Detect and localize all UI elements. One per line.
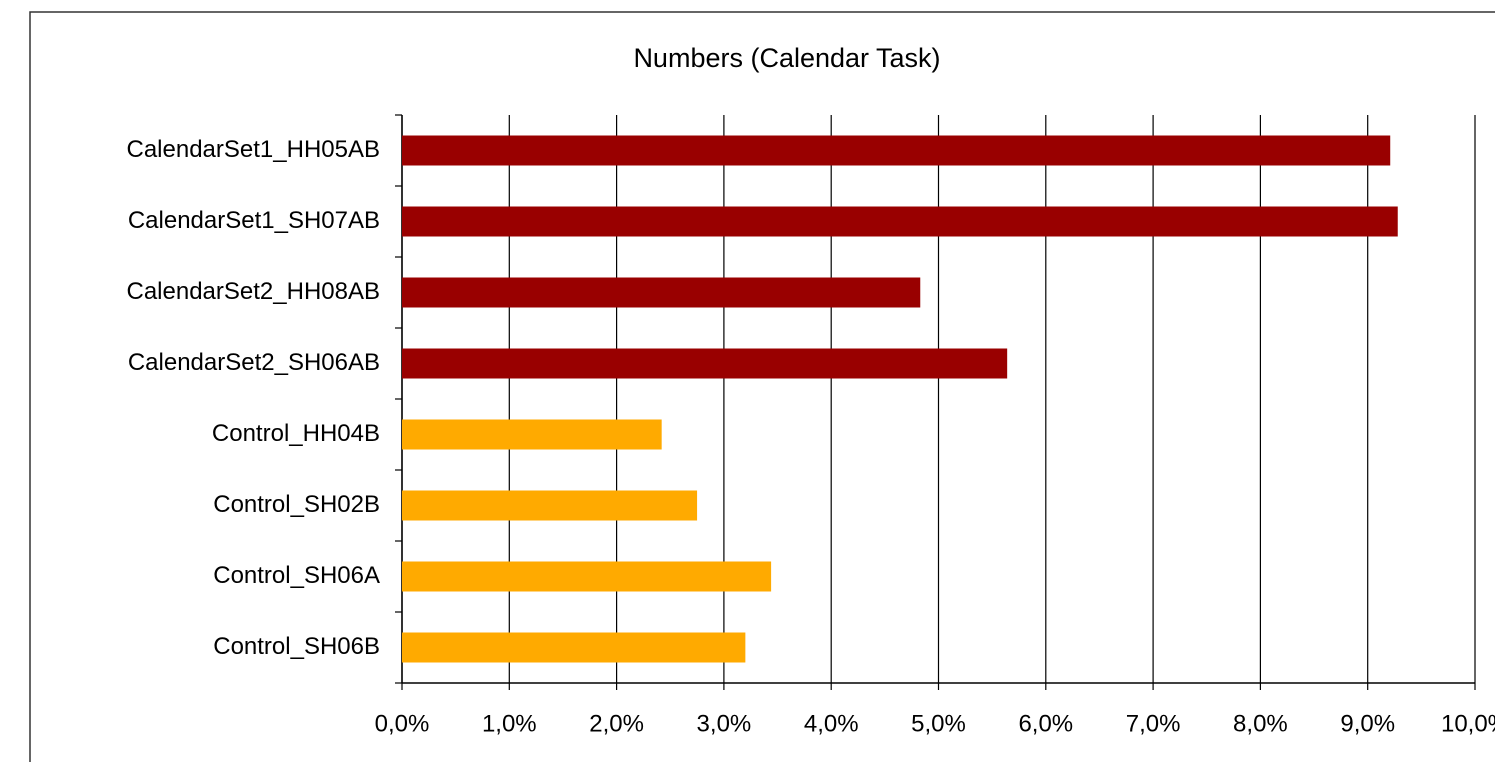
bar xyxy=(402,348,1008,379)
x-tick-label: 6,0% xyxy=(1018,710,1073,737)
bar xyxy=(402,490,698,521)
x-tick-label: 2,0% xyxy=(589,710,644,737)
bar xyxy=(402,206,1398,237)
x-tick-label: 4,0% xyxy=(804,710,859,737)
x-tick-label: 1,0% xyxy=(482,710,537,737)
x-tick-label: 5,0% xyxy=(911,710,966,737)
y-tick-label: Control_SH02B xyxy=(213,491,380,518)
x-tick-label: 8,0% xyxy=(1233,710,1288,737)
bar xyxy=(402,277,921,308)
chart-title: Numbers (Calendar Task) xyxy=(633,43,940,73)
x-tick-label: 0,0% xyxy=(375,710,430,737)
x-tick-label: 3,0% xyxy=(697,710,752,737)
bar xyxy=(402,419,662,450)
y-tick-label: CalendarSet2_HH08AB xyxy=(127,278,381,305)
bar xyxy=(402,561,772,592)
bar xyxy=(402,632,746,663)
y-tick-label: CalendarSet1_SH07AB xyxy=(128,207,380,234)
y-tick-label: Control_SH06A xyxy=(213,562,380,589)
y-tick-label: CalendarSet2_SH06AB xyxy=(128,349,380,376)
bar xyxy=(402,135,1391,166)
x-tick-label: 9,0% xyxy=(1340,710,1395,737)
x-tick-label: 10,0% xyxy=(1441,710,1495,737)
y-tick-label: CalendarSet1_HH05AB xyxy=(127,136,381,163)
x-tick-label: 7,0% xyxy=(1126,710,1181,737)
y-tick-label: Control_SH06B xyxy=(213,633,380,660)
y-tick-label: Control_HH04B xyxy=(212,420,380,447)
